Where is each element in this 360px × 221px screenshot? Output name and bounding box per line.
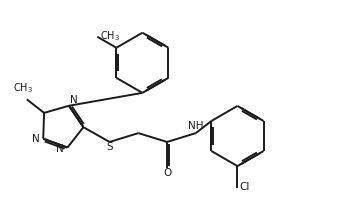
- Text: CH$_3$: CH$_3$: [13, 81, 33, 95]
- Text: N: N: [32, 134, 40, 144]
- Text: N: N: [70, 95, 77, 105]
- Text: O: O: [163, 168, 171, 178]
- Text: NH: NH: [188, 121, 203, 131]
- Text: N: N: [56, 144, 64, 154]
- Text: Cl: Cl: [240, 183, 250, 192]
- Text: S: S: [107, 142, 113, 152]
- Text: CH$_3$: CH$_3$: [100, 29, 120, 43]
